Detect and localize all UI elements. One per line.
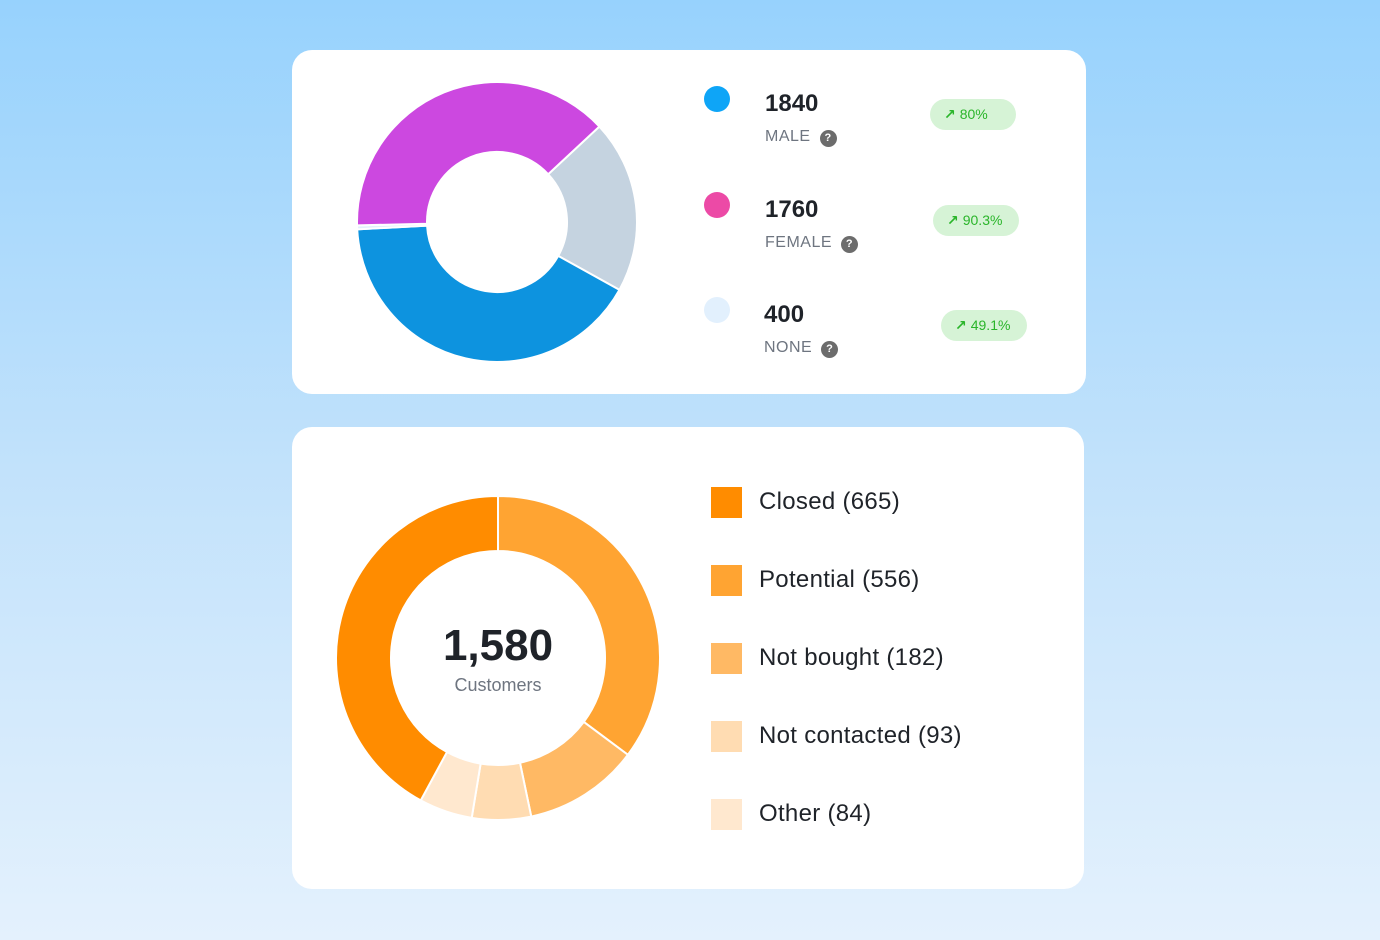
customer-status-donut-chart bbox=[335, 494, 661, 821]
male-trend-badge: ↗ 80% bbox=[930, 99, 1016, 130]
legend-swatch bbox=[711, 721, 742, 752]
arrow-up-right-icon: ↗ bbox=[944, 106, 956, 122]
female-trend-badge: ↗ 90.3% bbox=[933, 205, 1019, 236]
donut-slice-not-contacted[interactable] bbox=[470, 761, 533, 821]
total-customers-value: 1,580 bbox=[442, 621, 554, 670]
donut-slice-1[interactable] bbox=[356, 224, 621, 363]
legend-swatch bbox=[711, 487, 742, 518]
legend-dot-none bbox=[704, 297, 730, 323]
male-count: 1840 bbox=[765, 90, 819, 117]
total-customers-label: Customers bbox=[454, 675, 542, 695]
donut-slice-potential[interactable] bbox=[497, 494, 661, 757]
legend-label: Closed (665) bbox=[759, 488, 901, 515]
legend-swatch bbox=[711, 643, 742, 674]
legend-label: Potential (556) bbox=[759, 566, 920, 593]
gender-card: 1840 MALE? ↗ 80% 1760 FEMALE? ↗ 90.3% 400 … bbox=[292, 50, 1086, 394]
legend-swatch bbox=[711, 799, 742, 830]
legend-dot-male bbox=[704, 86, 730, 112]
none-trend-badge: ↗ 49.1% bbox=[941, 310, 1027, 341]
donut-slice-3[interactable] bbox=[356, 81, 601, 227]
arrow-up-right-icon: ↗ bbox=[955, 317, 967, 333]
female-label: FEMALE bbox=[765, 234, 833, 251]
none-count: 400 bbox=[764, 301, 805, 328]
legend-swatch bbox=[711, 565, 742, 596]
donut-slice-0[interactable] bbox=[546, 125, 638, 292]
question-icon[interactable]: ? bbox=[841, 236, 859, 253]
customer-status-card: 1,580 Customers Closed (665) Potential (… bbox=[292, 427, 1084, 889]
arrow-up-right-icon: ↗ bbox=[947, 212, 959, 228]
gender-donut-chart bbox=[356, 81, 638, 363]
legend-label: Not contacted (93) bbox=[759, 722, 962, 749]
donut-slice-closed[interactable] bbox=[335, 494, 499, 802]
legend-dot-female bbox=[704, 192, 730, 218]
male-label: MALE bbox=[765, 128, 811, 145]
legend-label: Other (84) bbox=[759, 800, 872, 827]
question-icon[interactable]: ? bbox=[821, 341, 839, 358]
female-count: 1760 bbox=[765, 196, 819, 223]
question-icon[interactable]: ? bbox=[819, 130, 837, 147]
legend-label: Not bought (182) bbox=[759, 644, 944, 671]
none-label: NONE bbox=[764, 339, 813, 356]
